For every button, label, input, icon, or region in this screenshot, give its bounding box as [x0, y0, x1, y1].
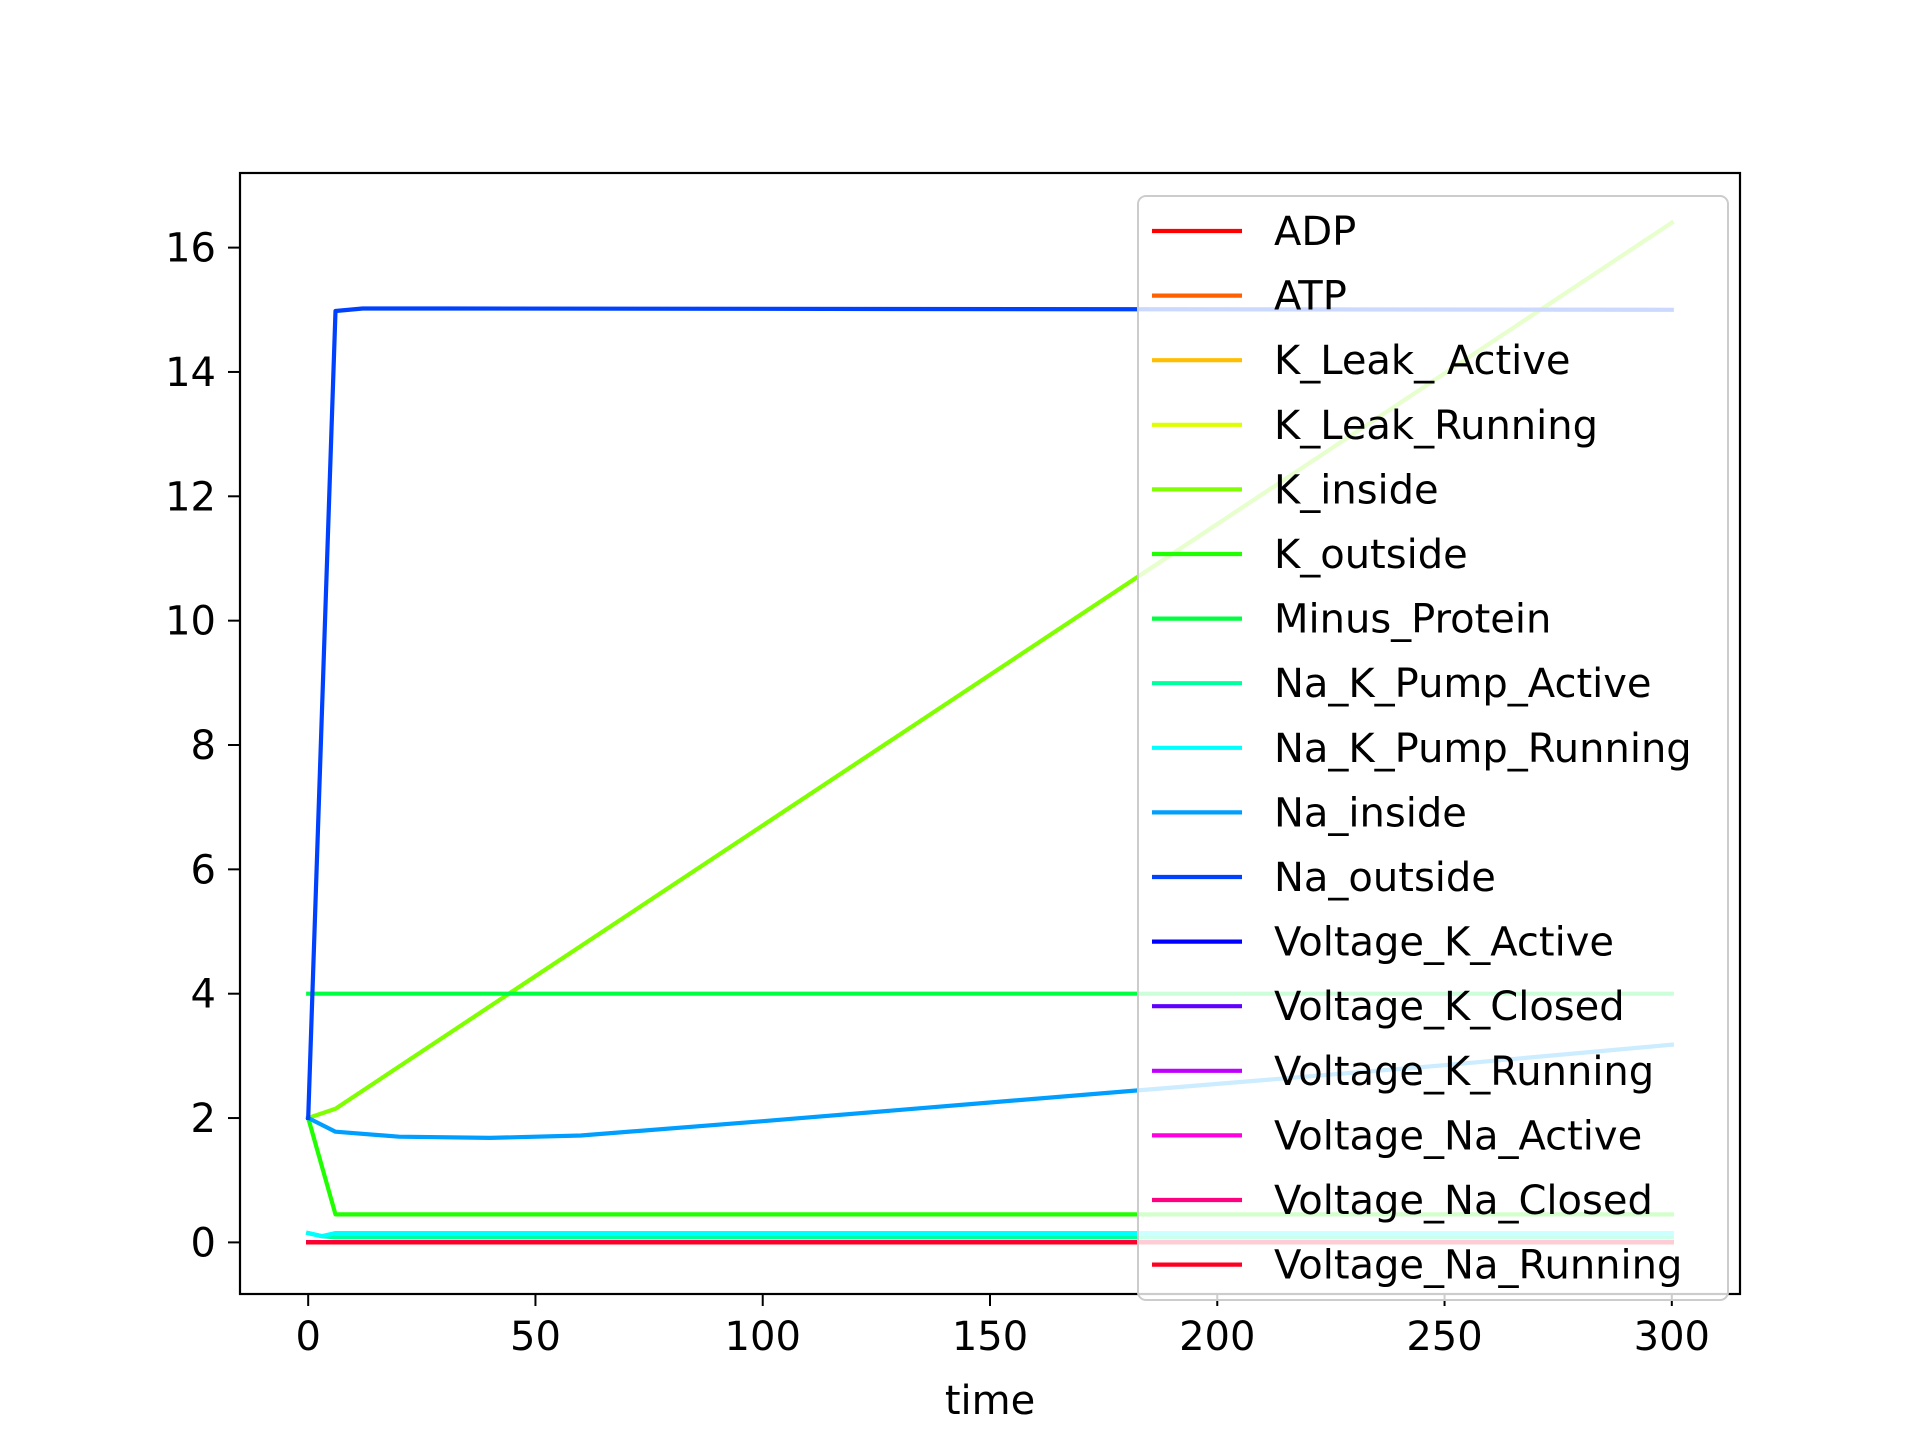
legend-item: Voltage_Na_Running: [1152, 1243, 1682, 1289]
legend-item: ADP: [1152, 209, 1356, 255]
legend-item: Voltage_Na_Active: [1152, 1113, 1642, 1159]
legend-item: Na_K_Pump_Active: [1152, 661, 1652, 707]
legend-label: K_Leak_ Active: [1274, 338, 1571, 384]
legend-item: Voltage_Na_Closed: [1152, 1178, 1653, 1224]
legend-label: Voltage_Na_Active: [1274, 1113, 1642, 1159]
x-tick-label: 250: [1406, 1314, 1482, 1360]
legend-item: K_Leak_Running: [1152, 403, 1598, 449]
legend-label: Voltage_Na_Closed: [1274, 1178, 1653, 1224]
legend-item: Na_outside: [1152, 855, 1496, 901]
legend-label: K_outside: [1274, 532, 1468, 578]
x-axis-label: time: [945, 1378, 1035, 1424]
legend-label: Voltage_K_Closed: [1274, 984, 1625, 1030]
legend-item: Na_K_Pump_Running: [1152, 726, 1692, 772]
y-tick-label: 14: [165, 350, 216, 396]
legend-item: ATP: [1152, 274, 1347, 320]
legend: ADP ATP K_Leak_ Active K_Leak_Running K_insi…: [1137, 195, 1729, 1301]
legend-label: Na_K_Pump_Active: [1274, 661, 1652, 707]
x-tick-label: 300: [1634, 1314, 1710, 1360]
legend-label: Voltage_K_Active: [1274, 920, 1614, 966]
legend-item: Minus_Protein: [1152, 597, 1551, 643]
y-tick-label: 10: [165, 599, 216, 645]
legend-label: K_Leak_Running: [1274, 403, 1598, 449]
legend-label: Na_inside: [1274, 790, 1467, 836]
legend-item: Voltage_K_Closed: [1152, 984, 1625, 1030]
legend-label: ADP: [1274, 209, 1356, 255]
legend-label: Na_K_Pump_Running: [1274, 726, 1692, 772]
legend-item: Na_inside: [1152, 790, 1467, 836]
y-tick-label: 6: [191, 847, 216, 893]
x-tick-label: 100: [725, 1314, 801, 1360]
legend-label: Voltage_K_Running: [1274, 1049, 1654, 1095]
x-axis: 0 50 100 150 200 250 300: [295, 1294, 1710, 1360]
y-tick-label: 16: [165, 226, 216, 272]
y-tick-label: 12: [165, 474, 216, 520]
legend-label: Minus_Protein: [1274, 597, 1551, 643]
legend-item: K_Leak_ Active: [1152, 338, 1571, 384]
y-tick-label: 0: [191, 1220, 216, 1266]
legend-label: Voltage_Na_Running: [1274, 1243, 1682, 1289]
series-line-na-k-pump-running: [305, 1230, 1674, 1239]
y-tick-label: 4: [191, 972, 216, 1018]
x-tick-label: 150: [952, 1314, 1028, 1360]
legend-item: Voltage_K_Active: [1152, 920, 1614, 966]
legend-label: ATP: [1274, 274, 1347, 320]
y-tick-label: 2: [191, 1096, 216, 1142]
legend-item: Voltage_K_Running: [1152, 1049, 1654, 1095]
y-axis: 0 2 4 6 8 10 12 14 16: [165, 226, 240, 1266]
x-tick-label: 50: [510, 1314, 561, 1360]
legend-box: [1137, 195, 1729, 1301]
series-line-na-outside: [306, 306, 1674, 1121]
legend-label: K_inside: [1274, 467, 1439, 513]
y-tick-label: 8: [191, 723, 216, 769]
x-tick-label: 200: [1179, 1314, 1255, 1360]
legend-item: K_inside: [1152, 467, 1439, 513]
x-tick-label: 0: [295, 1314, 320, 1360]
legend-label: Na_outside: [1274, 855, 1496, 901]
legend-item: K_outside: [1152, 532, 1468, 578]
